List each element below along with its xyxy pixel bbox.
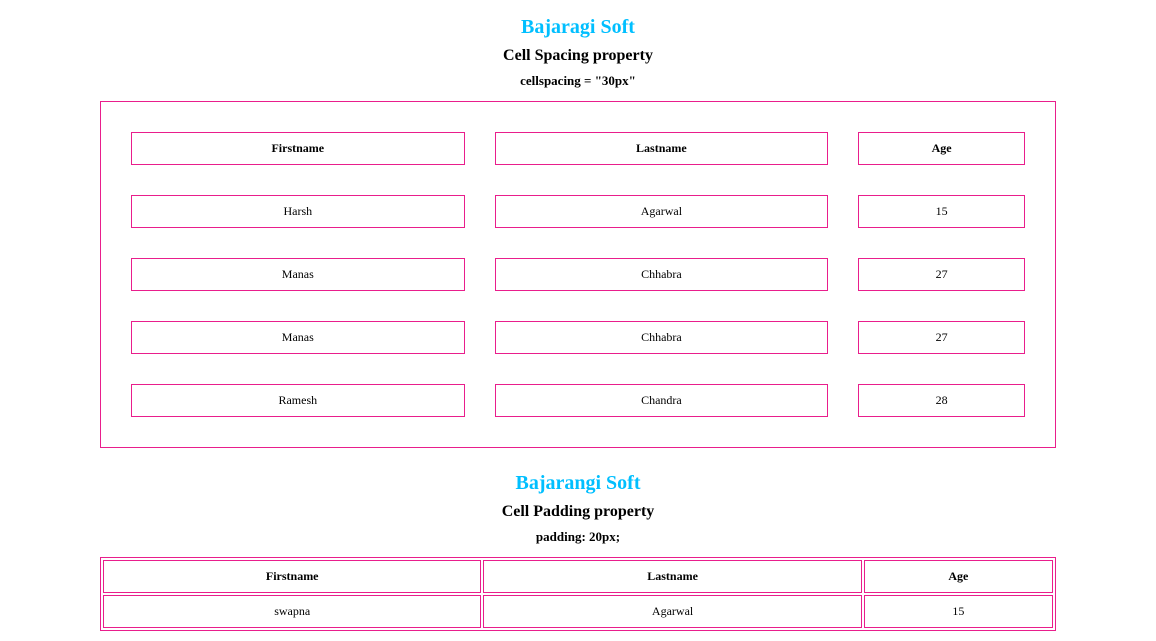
- cell-firstname: Manas: [131, 321, 465, 354]
- table-row: Manas Chhabra 27: [131, 321, 1025, 354]
- cell-age: 27: [858, 258, 1025, 291]
- cell-spacing-table: Firstname Lastname Age Harsh Agarwal 15 …: [100, 101, 1056, 448]
- cell-age: 27: [858, 321, 1025, 354]
- col-header-age: Age: [858, 132, 1025, 165]
- cell-age: 15: [858, 195, 1025, 228]
- section-subtitle-2: padding: 20px;: [100, 529, 1056, 545]
- section-subtitle-1: cellspacing = "30px": [100, 73, 1056, 89]
- section-title-2: Cell Padding property: [100, 503, 1056, 521]
- col-header-lastname: Lastname: [483, 560, 861, 593]
- cell-firstname: swapna: [103, 595, 481, 628]
- cell-firstname: Manas: [131, 258, 465, 291]
- cell-lastname: Agarwal: [495, 195, 829, 228]
- cell-lastname: Chandra: [495, 384, 829, 417]
- cell-firstname: Ramesh: [131, 384, 465, 417]
- col-header-age: Age: [864, 560, 1053, 593]
- col-header-firstname: Firstname: [103, 560, 481, 593]
- brand-title-1: Bajaragi Soft: [100, 16, 1056, 39]
- cell-lastname: Chhabra: [495, 258, 829, 291]
- table-row: swapna Agarwal 15: [103, 595, 1053, 628]
- table-header-row: Firstname Lastname Age: [131, 132, 1025, 165]
- table-row: Ramesh Chandra 28: [131, 384, 1025, 417]
- table-header-row: Firstname Lastname Age: [103, 560, 1053, 593]
- col-header-lastname: Lastname: [495, 132, 829, 165]
- table-row: Manas Chhabra 27: [131, 258, 1025, 291]
- col-header-firstname: Firstname: [131, 132, 465, 165]
- cell-age: 15: [864, 595, 1053, 628]
- cell-lastname: Chhabra: [495, 321, 829, 354]
- cell-age: 28: [858, 384, 1025, 417]
- cell-firstname: Harsh: [131, 195, 465, 228]
- brand-title-2: Bajarangi Soft: [100, 472, 1056, 495]
- table-row: Harsh Agarwal 15: [131, 195, 1025, 228]
- cell-lastname: Agarwal: [483, 595, 861, 628]
- section-title-1: Cell Spacing property: [100, 47, 1056, 65]
- cell-padding-table: Firstname Lastname Age swapna Agarwal 15: [100, 557, 1056, 631]
